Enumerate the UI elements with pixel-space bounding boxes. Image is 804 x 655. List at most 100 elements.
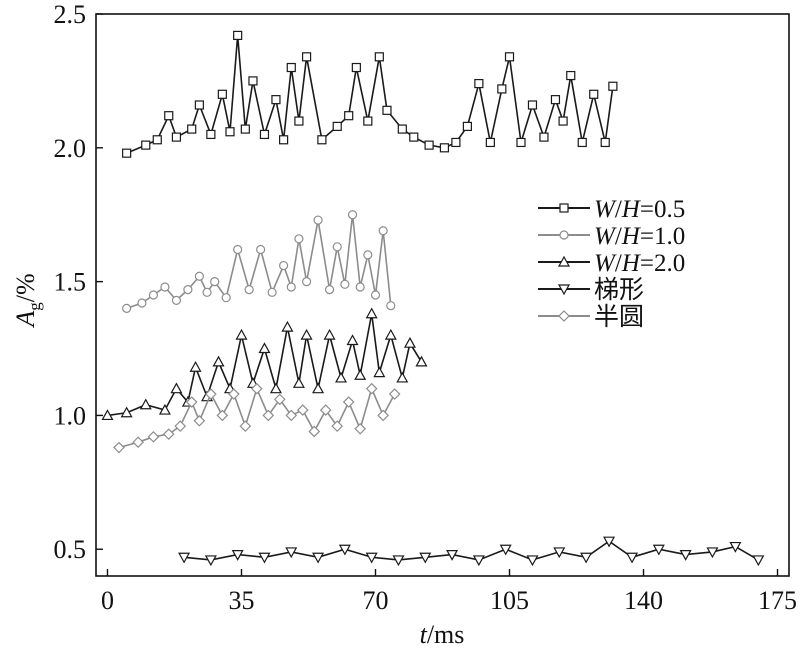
data-point bbox=[354, 422, 367, 435]
series-layer bbox=[101, 30, 765, 567]
data-point bbox=[397, 124, 407, 134]
data-point bbox=[271, 95, 281, 105]
legend-marker bbox=[557, 255, 571, 267]
data-point bbox=[113, 441, 125, 454]
data-point bbox=[553, 547, 566, 559]
data-point bbox=[174, 420, 187, 432]
data-point bbox=[231, 549, 244, 561]
plot-area-frame bbox=[95, 13, 790, 577]
data-point bbox=[139, 398, 152, 410]
data-point bbox=[217, 89, 227, 99]
data-point bbox=[462, 121, 472, 132]
legend-marker bbox=[557, 284, 571, 296]
legend-label: W/H=2.0 bbox=[594, 250, 685, 277]
legend-label: W/H=0.5 bbox=[594, 196, 685, 223]
data-point bbox=[262, 409, 275, 422]
data-point bbox=[250, 382, 263, 395]
y-tick-label: 0.5 bbox=[54, 535, 87, 564]
data-point bbox=[269, 382, 282, 394]
data-point bbox=[497, 84, 507, 94]
y-tick-label: 1.5 bbox=[54, 268, 87, 297]
x-tick-label: 105 bbox=[490, 586, 529, 615]
data-point bbox=[235, 328, 248, 340]
data-point bbox=[355, 282, 365, 292]
data-point bbox=[317, 135, 327, 145]
data-point bbox=[608, 81, 618, 91]
data-point bbox=[312, 382, 325, 394]
data-point bbox=[148, 290, 159, 300]
y-tick-label: 2.5 bbox=[54, 0, 87, 29]
x-tick-label: 175 bbox=[758, 586, 797, 615]
data-point bbox=[212, 355, 225, 367]
x-axis-title-unit: /ms bbox=[427, 620, 465, 649]
x-tick-label: 70 bbox=[362, 586, 388, 615]
data-point bbox=[580, 552, 593, 564]
series-4 bbox=[113, 382, 401, 454]
legend-marker bbox=[559, 230, 569, 240]
data-point bbox=[384, 328, 397, 340]
data-point bbox=[258, 342, 271, 354]
data-point bbox=[120, 406, 133, 418]
data-point bbox=[626, 552, 639, 564]
data-point bbox=[403, 336, 416, 348]
series-line bbox=[126, 214, 392, 310]
legend-item: W/H=0.5 bbox=[538, 196, 685, 223]
data-point bbox=[294, 234, 304, 244]
y-axis-title-unit: /% bbox=[11, 273, 40, 302]
data-point bbox=[233, 244, 243, 255]
y-tick-label: 1.0 bbox=[54, 401, 87, 430]
data-point bbox=[415, 355, 428, 367]
data-point bbox=[267, 287, 277, 297]
data-point bbox=[239, 420, 252, 432]
data-point bbox=[210, 277, 220, 287]
legend-item: W/H=1.0 bbox=[538, 223, 685, 250]
data-point bbox=[370, 290, 381, 300]
data-point bbox=[312, 552, 325, 564]
data-point bbox=[323, 328, 336, 340]
data-point bbox=[189, 361, 202, 372]
data-point bbox=[152, 135, 162, 145]
data-point bbox=[285, 547, 298, 559]
data-point bbox=[439, 143, 450, 153]
data-point bbox=[171, 132, 182, 142]
data-point bbox=[335, 371, 348, 383]
data-point bbox=[204, 555, 217, 567]
data-point bbox=[373, 366, 386, 378]
x-tick-label: 0 bbox=[101, 586, 114, 615]
data-point bbox=[332, 121, 342, 132]
data-point bbox=[354, 369, 367, 380]
x-axis-title-var: t bbox=[420, 620, 428, 649]
series-3 bbox=[178, 536, 765, 567]
data-point bbox=[600, 137, 610, 148]
data-point bbox=[351, 62, 361, 73]
data-point bbox=[248, 76, 258, 86]
data-point bbox=[382, 105, 392, 115]
data-point bbox=[292, 377, 305, 388]
data-point bbox=[221, 293, 231, 303]
data-point bbox=[171, 295, 182, 305]
data-point bbox=[258, 552, 271, 564]
data-point bbox=[240, 124, 250, 134]
data-point bbox=[227, 388, 240, 400]
data-point bbox=[346, 334, 359, 346]
data-point bbox=[259, 129, 270, 140]
data-point bbox=[363, 250, 373, 260]
data-point bbox=[419, 552, 432, 564]
data-point bbox=[566, 70, 576, 81]
series-line bbox=[126, 35, 614, 154]
x-tick-label: 35 bbox=[228, 586, 254, 615]
legend-item: W/H=2.0 bbox=[538, 250, 685, 277]
data-point bbox=[160, 282, 170, 292]
data-point bbox=[347, 210, 358, 220]
data-point bbox=[527, 100, 538, 110]
data-point bbox=[301, 52, 312, 62]
data-point bbox=[409, 132, 419, 142]
data-point bbox=[363, 116, 373, 126]
data-point bbox=[206, 129, 216, 140]
data-point bbox=[187, 124, 197, 134]
series-line bbox=[107, 313, 423, 417]
data-point bbox=[141, 140, 151, 150]
data-point bbox=[332, 242, 342, 252]
data-point bbox=[162, 428, 175, 441]
